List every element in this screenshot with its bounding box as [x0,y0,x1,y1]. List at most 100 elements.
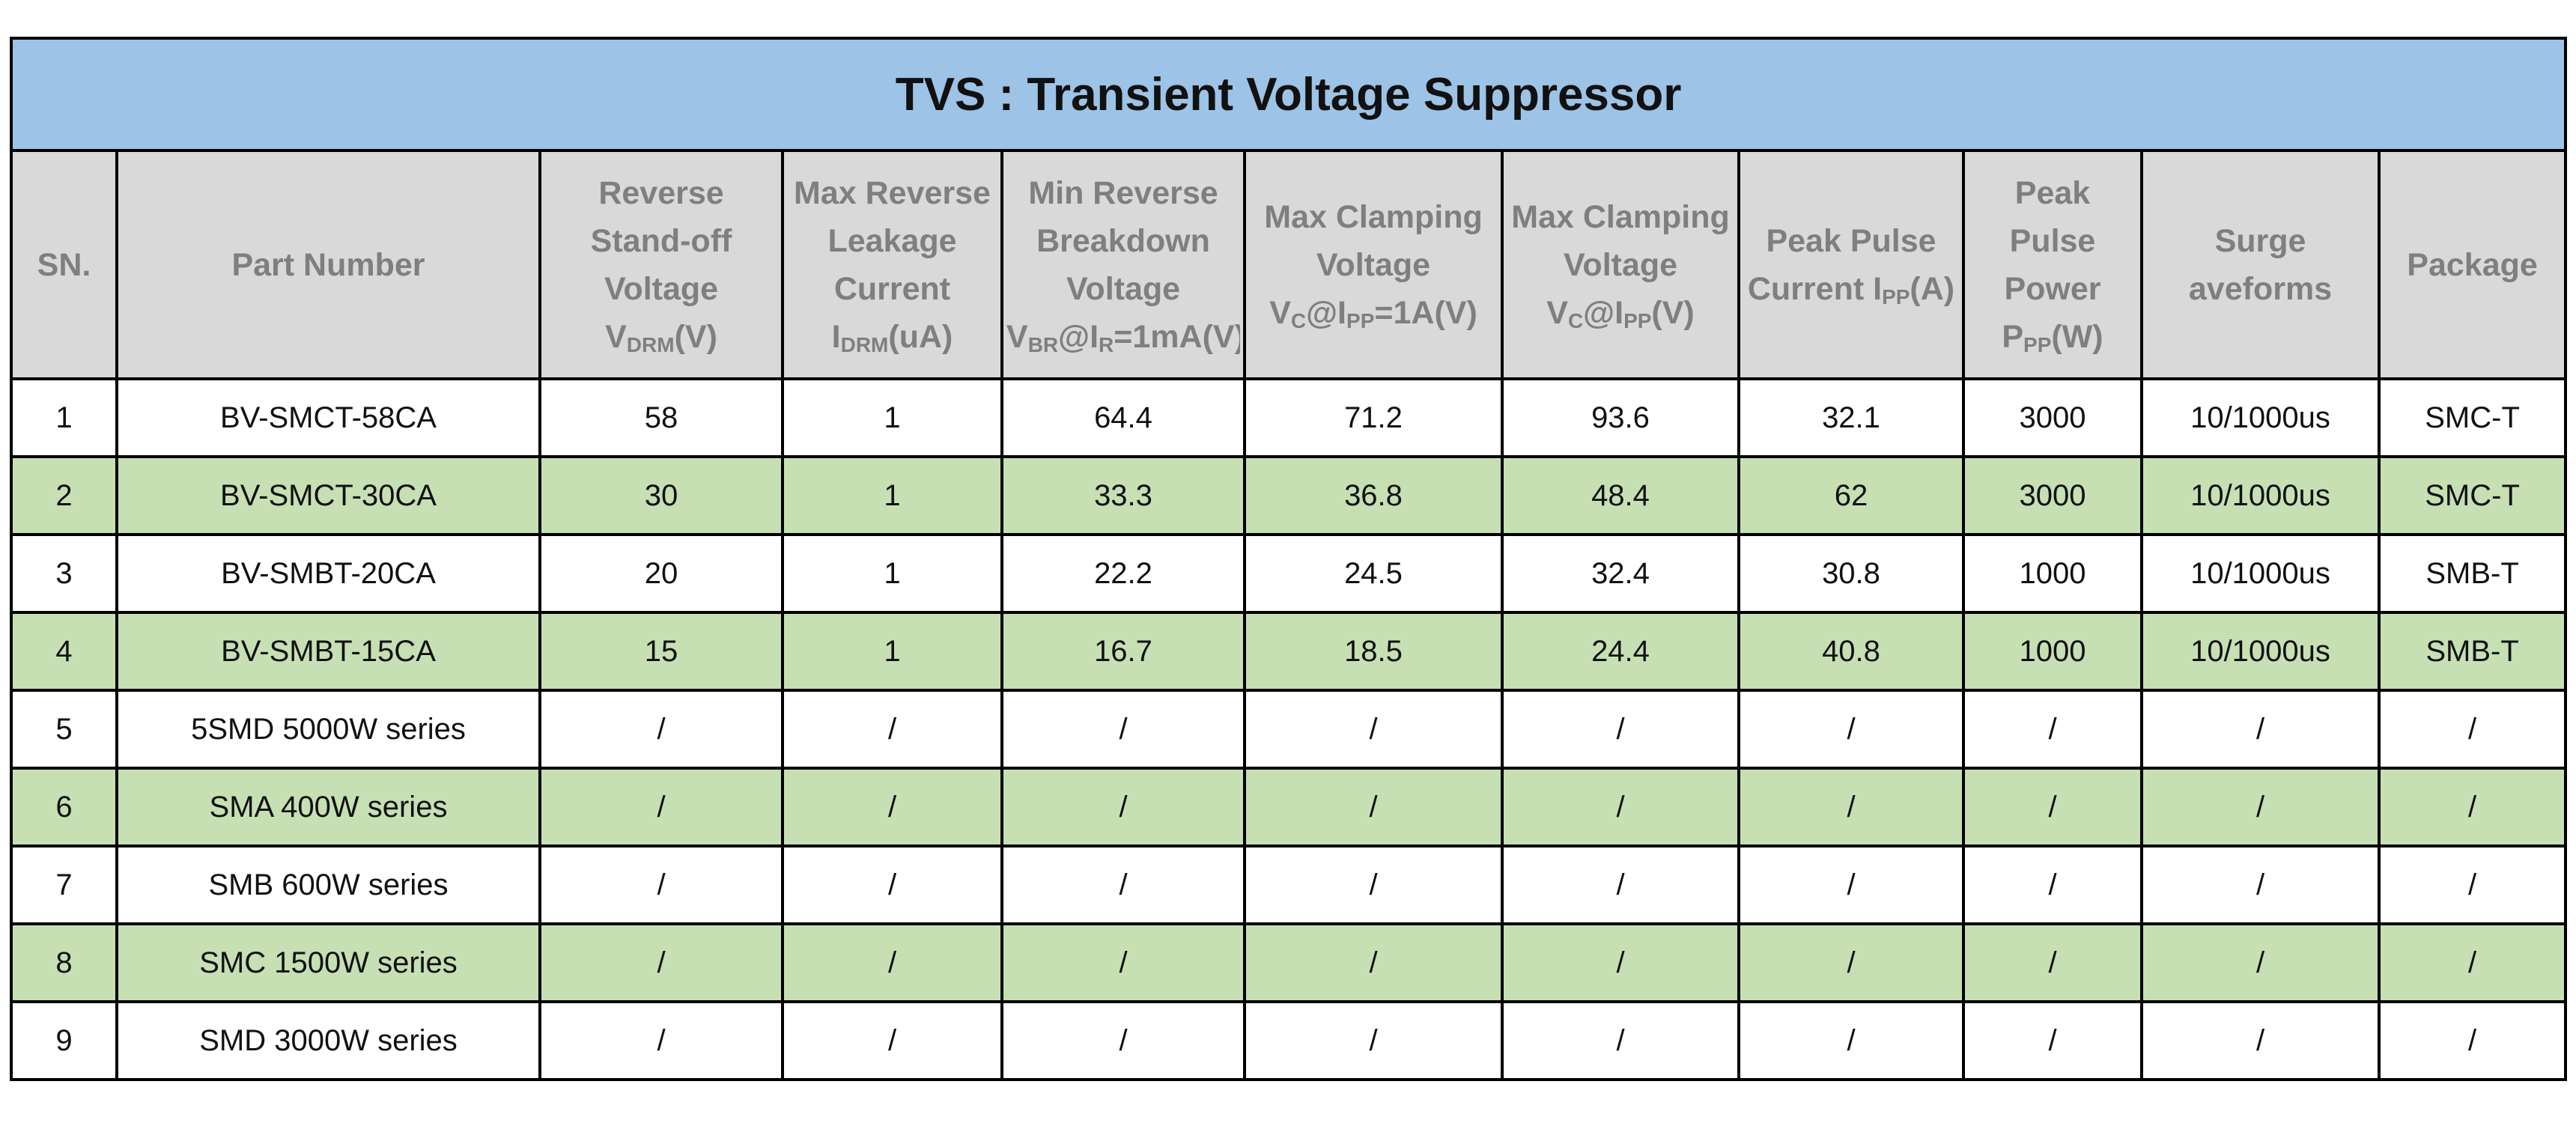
data-cell: 10/1000us [2140,533,2381,614]
data-cell: / [1737,1000,1965,1081]
data-cell: 6 [10,767,118,847]
data-cell: / [2377,845,2568,925]
data-cell: / [1501,922,1740,1003]
data-cell: 64.4 [1000,377,1246,458]
data-cell: 8 [10,922,118,1003]
header-row: SN. Part Number Reverse Stand-off Voltage … [10,149,2568,380]
data-cell: 40.8 [1737,611,1965,692]
data-cell: BV-SMCT-30CA [115,455,541,536]
subscript: R [1099,332,1114,356]
data-cell: 5 [10,689,118,770]
data-cell: / [1501,1000,1740,1081]
header-run: SN. [37,246,91,283]
data-cell: 3000 [1962,377,2143,458]
header-cell: Reverse Stand-off Voltage VDRM(V) [538,149,784,380]
data-cell: / [2140,1000,2381,1081]
tvs-table: TVS : Transient Voltage Suppressor SN. Pa… [9,37,2568,1081]
data-cell: / [1501,767,1740,847]
data-cell: SMD 3000W series [115,1000,541,1081]
data-cell: / [1737,689,1965,770]
table-title: TVS : Transient Voltage Suppressor [9,37,2568,152]
header-run: Peak Pulse Current I [1747,222,1936,307]
data-cell: BV-SMCT-58CA [115,377,541,458]
subscript: PP [2023,332,2052,356]
data-cell: 32.4 [1501,533,1740,614]
subscript: DRM [626,332,675,356]
data-cell: 22.2 [1000,533,1246,614]
header-run: (uA) [888,318,953,355]
data-row: 3 BV-SMBT-20CA 20 1 22.2 24.5 32.4 30.8 1000 10/1… [10,533,2568,614]
data-cell: 10/1000us [2140,611,2381,692]
data-cell: 48.4 [1501,455,1740,536]
data-cell: 10/1000us [2140,377,2381,458]
subscript: C [1567,308,1584,332]
data-row: 6 SMA 400W series / / / / / / / / / [10,767,2568,847]
data-cell: 24.4 [1501,611,1740,692]
data-cell: / [2377,1000,2568,1081]
data-cell: / [1962,767,2143,847]
header-run: Min Reverse Breakdown Voltage V [1006,174,1218,355]
data-cell: / [1000,1000,1246,1081]
header-text: Max Reverse Leakage Current IDRM(uA) [787,169,997,361]
data-cell: / [781,845,1003,925]
subscript: C [1290,308,1307,332]
data-row: 2 BV-SMCT-30CA 30 1 33.3 36.8 48.4 62 3000 10/100… [10,455,2568,536]
header-cell: Min Reverse Breakdown Voltage VBR@IR=1mA… [1000,149,1246,380]
subscript: PP [1346,308,1375,332]
data-cell: / [538,1000,784,1081]
header-run: @I [1058,318,1099,355]
header-run: Peak Pulse Power P [2002,174,2101,355]
header-run: =1mA(V) [1114,318,1240,355]
header-run: (V) [674,318,717,355]
data-cell: 36.8 [1243,455,1504,536]
header-run: Max Reverse Leakage Current I [794,174,991,355]
data-row: 8 SMC 1500W series / / / / / / / / / [10,922,2568,1003]
data-cell: / [2377,922,2568,1003]
header-run: Reverse Stand-off Voltage V [590,174,732,355]
header-run: (A) [1910,270,1955,307]
header-cell: Part Number [115,149,541,380]
data-cell: 1 [781,533,1003,614]
data-cell: / [2377,767,2568,847]
data-cell: / [538,767,784,847]
data-cell: 5SMD 5000W series [115,689,541,770]
data-cell: / [781,767,1003,847]
data-row: 9 SMD 3000W series / / / / / / / / / [10,1000,2568,1081]
data-cell: / [538,845,784,925]
data-cell: 4 [10,611,118,692]
data-cell: / [1000,689,1246,770]
data-cell: 58 [538,377,784,458]
data-cell: / [2140,845,2381,925]
header-text: Min Reverse Breakdown Voltage VBR@IR=1mA… [1006,169,1240,361]
data-cell: 93.6 [1501,377,1740,458]
header-cell: Peak Pulse Current IPP(A) [1737,149,1965,380]
data-cell: / [781,922,1003,1003]
data-cell: / [1501,689,1740,770]
header-text: Max Clamping Voltage VC@IPP(V) [1507,193,1734,337]
data-cell: / [1962,1000,2143,1081]
data-cell: SMB-T [2377,611,2568,692]
data-row: 5 5SMD 5000W series / / / / / / / / / [10,689,2568,770]
data-cell: / [1243,845,1504,925]
data-cell: / [2140,922,2381,1003]
data-cell: BV-SMBT-20CA [115,533,541,614]
subscript: DRM [840,332,889,356]
header-cell: Surge aveforms [2140,149,2381,380]
subscript: PP [1623,308,1652,332]
header-cell: SN. [10,149,118,380]
header-text: Surge aveforms [2146,217,2375,313]
data-cell: / [2140,767,2381,847]
header-run: Part Number [231,246,425,283]
data-cell: 1000 [1962,611,2143,692]
header-cell: Peak Pulse Power PPP(W) [1962,149,2143,380]
header-run: @I [1583,294,1624,331]
data-row: 4 BV-SMBT-15CA 15 1 16.7 18.5 24.4 40.8 1000 10/1… [10,611,2568,692]
header-run: (V) [1651,294,1695,331]
data-cell: SMA 400W series [115,767,541,847]
title-row: TVS : Transient Voltage Suppressor [9,37,2568,152]
data-cell: / [1243,767,1504,847]
data-cell: / [1501,845,1740,925]
header-run: @I [1306,294,1347,331]
data-cell: / [2140,689,2381,770]
data-cell: / [1737,845,1965,925]
